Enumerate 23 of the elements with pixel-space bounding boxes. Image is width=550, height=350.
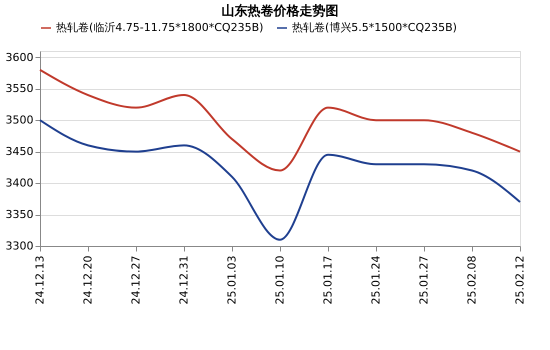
x-tick-label: 24.12.31 — [178, 256, 190, 304]
y-tick-label: 3400 — [6, 176, 34, 190]
chart-title: 山东热卷价格走势图 — [222, 3, 338, 19]
y-tick-label: 3450 — [6, 145, 34, 158]
legend-label: 热轧卷(博兴5.5*1500*CQ235B) — [292, 21, 457, 34]
x-tick-label: 24.12.20 — [82, 256, 94, 304]
x-tick-label: 25.01.10 — [274, 256, 286, 304]
x-tick-label: 25.02.12 — [514, 256, 526, 304]
x-tick-label: 25.01.17 — [322, 256, 334, 304]
x-tick-label: 25.01.24 — [370, 256, 382, 304]
x-tick-label: 25.02.08 — [466, 256, 478, 304]
line-series — [39, 119, 521, 241]
line-series — [39, 68, 521, 172]
y-tick-label: 3550 — [6, 82, 34, 96]
y-tick-label: 3300 — [6, 240, 34, 252]
legend-label: 热轧卷(临沂4.75-11.75*1800*CQ235B) — [56, 21, 264, 34]
x-tick-label: 25.01.03 — [226, 256, 238, 304]
y-tick-label: 3600 — [6, 50, 34, 64]
y-tick-label: 3500 — [6, 114, 34, 127]
x-tick-label: 24.12.13 — [34, 256, 46, 304]
x-tick-label: 25.01.27 — [418, 256, 430, 304]
x-tick-label: 24.12.27 — [130, 256, 142, 304]
y-tick-label: 3350 — [6, 208, 34, 222]
